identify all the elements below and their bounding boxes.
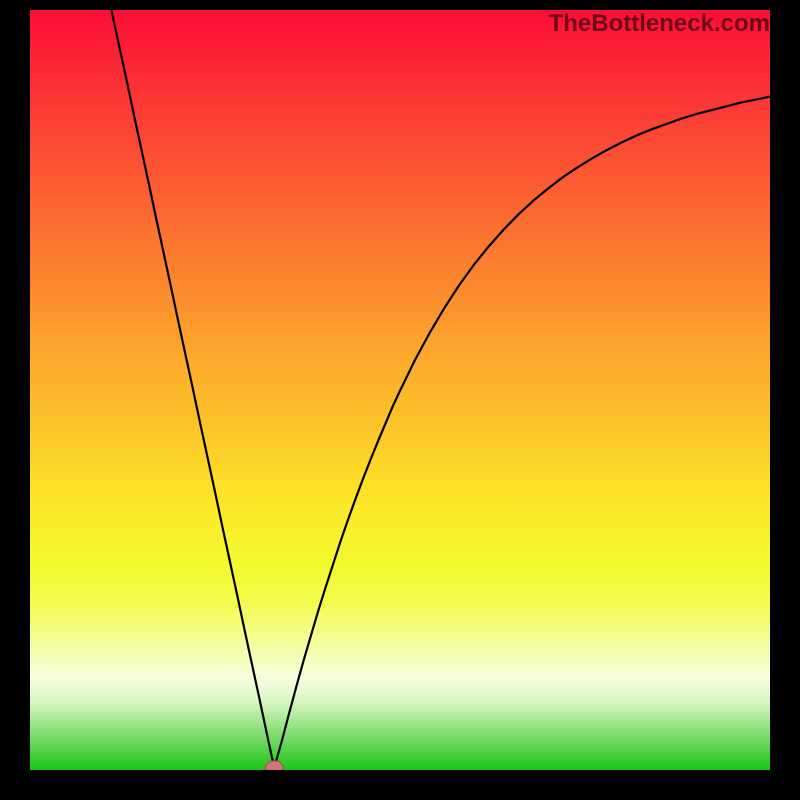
minimum-marker — [265, 761, 283, 770]
watermark-text: TheBottleneck.com — [549, 10, 770, 38]
chart-frame: TheBottleneck.com — [0, 0, 800, 800]
chart-svg — [30, 10, 770, 770]
plot-area — [30, 10, 770, 770]
